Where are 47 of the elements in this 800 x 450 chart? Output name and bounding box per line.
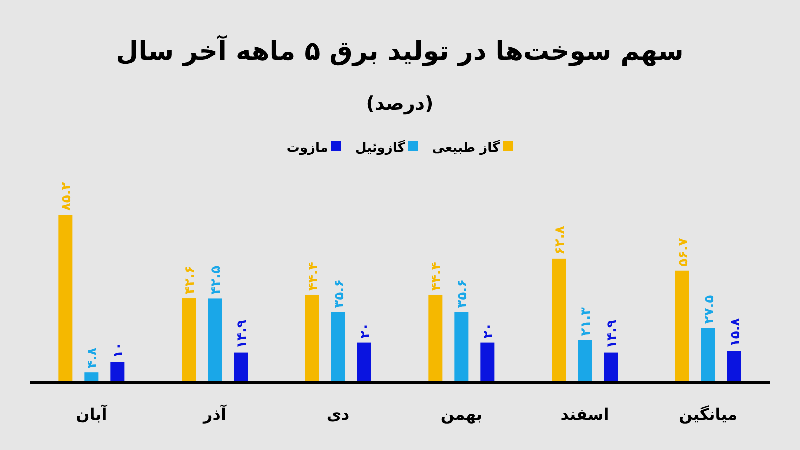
x-tick-label: میانگین: [678, 405, 738, 424]
data-label: ۴۲.۶: [183, 266, 198, 295]
data-label: ۱۰: [112, 342, 127, 358]
chart-subtitle: (درصد): [366, 93, 434, 115]
data-label: ۴۴.۴: [306, 262, 322, 291]
bar: [428, 294, 443, 382]
data-label: ۴۲.۵: [209, 266, 224, 295]
bar: [84, 372, 99, 382]
legend-label: گاز طبیعی: [432, 140, 501, 156]
data-label: ۳۵.۶: [456, 279, 471, 308]
bar: [552, 258, 566, 382]
data-label: ۵۶.۷: [676, 238, 692, 267]
data-label: ۲۷.۵: [702, 295, 718, 324]
bar: [331, 312, 346, 382]
bar: [604, 352, 618, 382]
data-label: ۱۵.۸: [728, 318, 744, 348]
data-label: ۴۴.۴: [430, 262, 445, 291]
bar: [58, 215, 73, 382]
bar: [480, 342, 495, 382]
x-tick-label: دی: [326, 405, 350, 424]
legend-label: مازوت: [286, 141, 328, 156]
bar: [234, 352, 248, 382]
chart-title: سهم سوخت‌ها در تولید برق ۵ ماهه آخر سال: [116, 35, 684, 67]
data-label: ۱۴.۹: [235, 320, 250, 349]
bar: [305, 294, 320, 382]
data-label: ۳۵.۶: [332, 279, 348, 308]
data-label: ۲۱.۳: [579, 307, 594, 336]
bar: [357, 342, 372, 382]
bar: [701, 328, 716, 382]
bar: [182, 298, 196, 382]
legend-label: گازوئیل: [355, 140, 406, 156]
bar: [727, 351, 742, 382]
data-label: ۸۵.۲: [60, 182, 75, 212]
bar: [454, 312, 469, 382]
bar: [578, 340, 592, 382]
bar: [675, 270, 690, 382]
bar: [110, 362, 125, 382]
data-label: ۲۰: [482, 322, 497, 339]
data-label: ۶۲.۸: [553, 226, 568, 255]
x-tick-label: آبان: [76, 404, 108, 424]
data-label: ۱۴.۹: [605, 320, 620, 349]
data-label: ۴.۸: [86, 348, 101, 369]
bar: [208, 298, 222, 382]
x-tick-label: اسفند: [560, 405, 610, 424]
x-tick-label: آذر: [202, 404, 227, 424]
x-tick-label: بهمن: [440, 405, 483, 424]
data-label: ۲۰: [358, 322, 374, 339]
